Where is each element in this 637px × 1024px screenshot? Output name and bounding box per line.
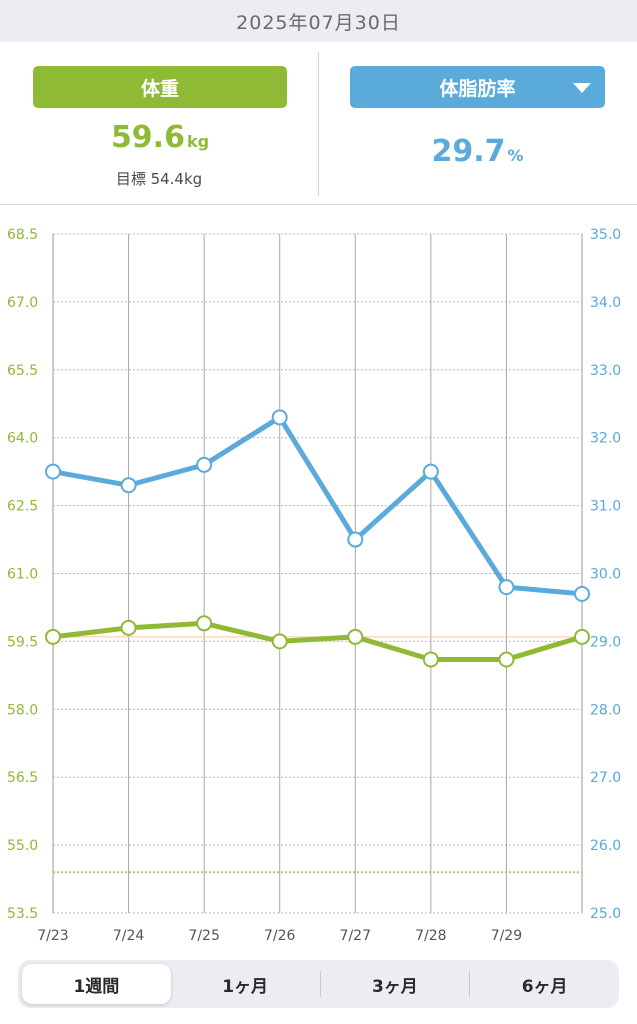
tab-3-months-label: 3ヶ月 (371, 976, 418, 997)
period-selector: 1週間 1ヶ月 3ヶ月 6ヶ月 (18, 960, 619, 1008)
right-axis-tick-label: 31.0 (590, 499, 621, 515)
fat-data-point (347, 531, 364, 548)
x-axis-tick-label: 7/25 (188, 928, 219, 944)
date-label: 2025年07月30日 (236, 11, 401, 34)
right-axis-tick-label: 27.0 (590, 770, 621, 786)
left-axis-tick-label: 62.5 (7, 499, 38, 515)
right-axis-tick-label: 25.0 (590, 906, 621, 922)
right-axis-tick-label: 35.0 (590, 227, 621, 243)
x-axis-tick-label: 7/29 (491, 928, 522, 944)
fat-metric-dropdown[interactable]: 体脂肪率 (350, 66, 605, 108)
weight-fat-chart[interactable]: 68.5 67.0 65.5 64.0 62.5 61.0 59.5 58.0 56.5 55.0… (0, 205, 637, 953)
x-axis-tick-label: 7/28 (415, 928, 446, 944)
tab-1-week-label: 1週間 (73, 976, 120, 997)
tab-separator (469, 971, 471, 997)
target-weight: 目標 54.4kg (115, 170, 203, 188)
weight-data-point (498, 651, 515, 668)
fat-number: 29.7 (431, 134, 506, 169)
tab-separator (319, 971, 321, 997)
left-axis-tick-label: 61.0 (7, 567, 38, 583)
fat-data-point (574, 585, 590, 602)
fat-data-point (120, 477, 137, 494)
fat-unit: % (507, 146, 524, 165)
fat-series-line (50, 414, 585, 597)
tab-6-months[interactable]: 6ヶ月 (470, 964, 619, 1004)
weight-number: 59.6 (110, 120, 185, 155)
x-axis-tick-label: 7/23 (37, 928, 68, 944)
x-axis-tick-label: 7/26 (264, 928, 296, 944)
weight-data-point (422, 651, 439, 668)
right-axis-tick-label: 26.0 (590, 838, 621, 854)
left-axis-tick-label: 65.5 (7, 363, 38, 379)
left-axis-tick-label: 53.5 (7, 906, 38, 922)
header-divider (318, 52, 319, 196)
weight-value: 59.6 kg (0, 120, 320, 155)
weight-unit: kg (186, 132, 210, 151)
left-axis-tick-label: 68.5 (7, 227, 38, 243)
left-axis-tick-label: 64.0 (7, 431, 38, 447)
summary-header: 体重 59.6 kg 目標 54.4kg 体脂肪率 29.7% (0, 42, 637, 205)
tab-1-week[interactable]: 1週間 (22, 964, 171, 1004)
right-axis-tick-label: 32.0 (590, 431, 621, 447)
left-axis-tick-label: 58.0 (7, 702, 38, 718)
fat-data-point (422, 463, 439, 480)
weight-data-point (196, 615, 213, 632)
x-axis-tick-label: 7/27 (340, 928, 371, 944)
date-bar: 2025年07月30日 (0, 0, 637, 42)
weight-data-point (45, 628, 61, 645)
weight-data-point (271, 633, 288, 650)
x-axis-tick-label: 7/24 (113, 928, 145, 944)
fat-value: 29.7% (318, 134, 637, 169)
weight-data-point (347, 628, 364, 645)
weight-data-point (574, 628, 590, 645)
weight-tab-button[interactable]: 体重 (33, 66, 287, 108)
right-axis-tick-label: 34.0 (590, 295, 621, 311)
right-axis-tick-label: 28.0 (590, 702, 621, 718)
dropdown-triangle-icon (573, 83, 591, 93)
weight-series-line (50, 620, 585, 663)
weight-data-point (120, 619, 137, 636)
tab-6-months-label: 6ヶ月 (521, 976, 568, 997)
fat-data-point (45, 463, 61, 480)
right-axis-tick-label: 30.0 (590, 567, 621, 583)
tab-1-month-label: 1ヶ月 (222, 976, 269, 997)
left-axis-tick-label: 55.0 (7, 838, 38, 854)
right-axis-tick-label: 33.0 (590, 363, 621, 379)
left-axis-tick-label: 59.5 (7, 634, 38, 650)
fat-data-point (196, 456, 213, 473)
right-axis-tick-label: 29.0 (590, 634, 621, 650)
fat-label: 体脂肪率 (439, 77, 516, 100)
left-axis-tick-label: 67.0 (7, 295, 38, 311)
tab-3-months[interactable]: 3ヶ月 (321, 964, 470, 1004)
fat-data-point (271, 409, 288, 426)
weight-label: 体重 (140, 77, 179, 100)
left-axis-tick-label: 56.5 (7, 770, 38, 786)
fat-data-point (498, 579, 515, 596)
tab-1-month[interactable]: 1ヶ月 (171, 964, 320, 1004)
